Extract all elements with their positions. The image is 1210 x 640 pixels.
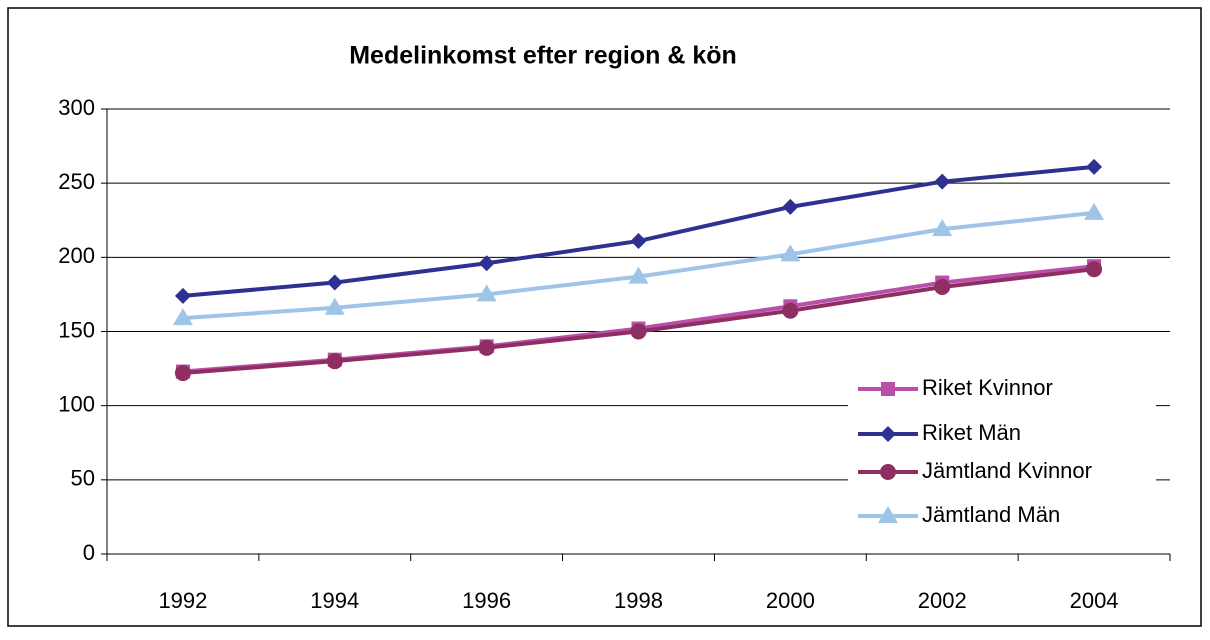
y-tick-label: 100 bbox=[58, 391, 95, 416]
x-tick-label: 2002 bbox=[918, 588, 967, 613]
marker bbox=[630, 233, 647, 250]
marker bbox=[628, 266, 649, 284]
legend-label: Riket Kvinnor bbox=[922, 375, 1053, 400]
marker bbox=[326, 274, 343, 291]
legend-label: Jämtland Män bbox=[922, 502, 1060, 527]
y-tick-label: 200 bbox=[58, 243, 95, 268]
legend-marker bbox=[878, 506, 898, 523]
y-tick-label: 300 bbox=[58, 95, 95, 120]
marker bbox=[1086, 261, 1103, 278]
marker bbox=[326, 353, 343, 370]
marker bbox=[780, 244, 801, 262]
x-tick-label: 1996 bbox=[462, 588, 511, 613]
legend-marker bbox=[881, 382, 895, 396]
y-tick-label: 150 bbox=[58, 317, 95, 342]
x-tick-label: 1998 bbox=[614, 588, 663, 613]
marker bbox=[324, 297, 345, 315]
marker bbox=[174, 287, 191, 304]
marker bbox=[478, 255, 495, 272]
legend-marker bbox=[880, 426, 896, 442]
marker bbox=[934, 173, 951, 190]
marker bbox=[1084, 202, 1105, 220]
y-tick-label: 0 bbox=[83, 540, 95, 565]
y-tick-label: 50 bbox=[71, 466, 95, 491]
x-tick-label: 2004 bbox=[1070, 588, 1119, 613]
marker bbox=[934, 279, 951, 295]
marker bbox=[478, 339, 495, 356]
x-tick-label: 1994 bbox=[310, 588, 359, 613]
legend-marker bbox=[880, 464, 896, 480]
x-tick-label: 1992 bbox=[158, 588, 207, 613]
y-tick-label: 250 bbox=[58, 169, 95, 194]
marker bbox=[476, 284, 497, 302]
marker bbox=[782, 302, 799, 319]
chart-title: Medelinkomst efter region & kön bbox=[349, 42, 737, 70]
marker bbox=[174, 365, 191, 382]
marker bbox=[932, 219, 953, 237]
x-tick-label: 2000 bbox=[766, 588, 815, 613]
marker bbox=[782, 198, 799, 215]
marker bbox=[630, 323, 647, 340]
legend bbox=[848, 372, 1156, 536]
legend-label: Riket Män bbox=[922, 420, 1021, 445]
marker bbox=[1086, 158, 1103, 175]
marker bbox=[172, 308, 193, 326]
legend-label: Jämtland Kvinnor bbox=[922, 458, 1092, 483]
